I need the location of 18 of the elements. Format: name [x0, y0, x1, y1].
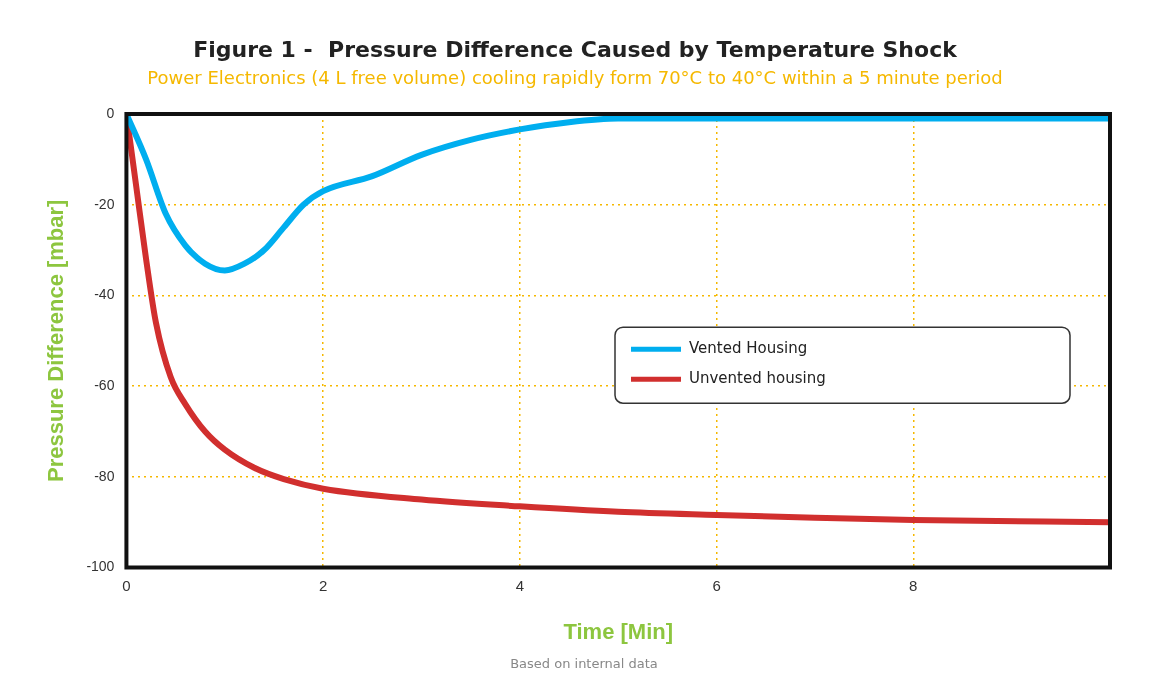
x-axis-title: Time [Min] — [563, 618, 674, 644]
legend-label: Unvented housing — [689, 369, 826, 388]
y-tick-label: -60 — [94, 377, 115, 394]
x-tick-label: 4 — [515, 576, 525, 594]
y-axis-title: Pressure Difference [mbar] — [43, 199, 69, 483]
y-tick-label: -100 — [86, 558, 115, 575]
x-tick-label: 8 — [909, 576, 918, 594]
y-tick-label: -40 — [94, 286, 115, 303]
x-tick-label: 2 — [318, 576, 328, 594]
y-tick-label: 0 — [106, 104, 115, 121]
x-tick-label: 6 — [712, 576, 721, 594]
chart-subtitle: Power Electronics (4 L free volume) cooling rapidly form 70°C to 40°C within a 5 minute period — [147, 66, 1003, 88]
text: Based on internal data — [509, 656, 659, 671]
y-tick-label: -20 — [94, 195, 115, 212]
legend-label: Vented Housing — [689, 339, 808, 358]
x-tick-label: 0 — [122, 576, 131, 594]
chart-title: Figure 1 - Pressure Difference Caused by Temperature Shock — [193, 36, 959, 62]
y-tick-label: -80 — [94, 467, 115, 484]
